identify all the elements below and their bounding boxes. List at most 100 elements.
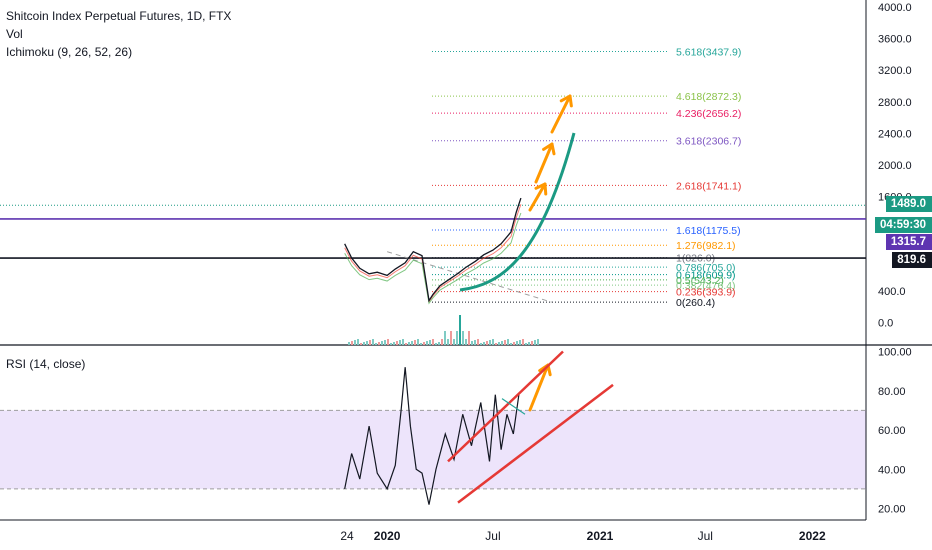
rsi-band bbox=[0, 410, 866, 489]
projection-arrow-shaft bbox=[550, 94, 572, 134]
volume-bar bbox=[360, 343, 362, 345]
fib-level-label: 5.618(3437.9) bbox=[676, 46, 741, 58]
time-tick-label: Jul bbox=[485, 529, 500, 543]
volume-bar bbox=[528, 342, 530, 345]
rsi-tick-label: 80.00 bbox=[878, 386, 906, 398]
volume-bar bbox=[471, 341, 473, 345]
volume-bar bbox=[531, 341, 533, 345]
volume-bar bbox=[402, 339, 404, 345]
volume-bar bbox=[519, 340, 521, 345]
rsi-legend[interactable]: RSI (14, close) bbox=[6, 357, 86, 371]
volume-bar bbox=[486, 341, 488, 345]
fib-level-label: 1.276(982.1) bbox=[676, 240, 736, 252]
projection-arrow-shaft bbox=[534, 142, 554, 184]
parabolic-trend-curve bbox=[459, 132, 576, 292]
volume-bar bbox=[378, 342, 380, 345]
projection-arrow-head bbox=[542, 142, 556, 156]
volume-bar bbox=[396, 341, 398, 345]
purple-line-tag: 1315.7 bbox=[885, 234, 932, 250]
volume-bar bbox=[468, 331, 470, 345]
volume-bar bbox=[516, 341, 518, 345]
price-tick-label: 0.0 bbox=[878, 318, 893, 330]
volume-bar bbox=[444, 331, 446, 345]
ichimoku-span-line bbox=[344, 212, 522, 305]
volume-bar bbox=[522, 339, 524, 345]
volume-bar bbox=[390, 343, 392, 345]
price-tick-label: 400.0 bbox=[878, 286, 906, 298]
fib-level-label: 1.618(1175.5) bbox=[676, 225, 741, 237]
fib-level-label: 0.5(543.2) bbox=[676, 275, 724, 287]
fib-level-label: 0.786(705.0) bbox=[676, 262, 736, 274]
volume-bar bbox=[462, 331, 464, 345]
projection-arrow-shaft bbox=[528, 182, 547, 212]
rsi-tick-label: 60.00 bbox=[878, 425, 906, 437]
volume-bar bbox=[372, 339, 374, 345]
countdown-tag: 04:59:30 bbox=[874, 217, 932, 233]
volume-bar bbox=[477, 339, 479, 345]
volume-bar bbox=[450, 331, 452, 345]
volume-bar bbox=[483, 342, 485, 345]
volume-bar bbox=[411, 341, 413, 345]
volume-bar bbox=[495, 343, 497, 345]
volume-bar bbox=[423, 342, 425, 345]
volume-bar bbox=[381, 341, 383, 345]
volume-bar bbox=[429, 340, 431, 345]
volume-bar bbox=[507, 339, 509, 345]
volume-bar bbox=[537, 339, 539, 345]
price-tick-label: 3200.0 bbox=[878, 65, 912, 77]
fib-level-label: 4.236(2656.2) bbox=[676, 108, 741, 120]
fib-level-label: 2.618(1741.1) bbox=[676, 180, 741, 192]
rsi-channel-upper-line bbox=[447, 350, 564, 463]
volume-bar bbox=[435, 343, 437, 345]
projection-arrow-head bbox=[559, 94, 573, 108]
rsi-teal-segment bbox=[501, 398, 526, 415]
volume-bar bbox=[489, 340, 491, 345]
volume-bar bbox=[384, 340, 386, 345]
time-tick-label: 2021 bbox=[587, 529, 614, 543]
price-line bbox=[344, 197, 522, 303]
rsi-tick-label: 20.00 bbox=[878, 504, 906, 516]
volume-bar bbox=[504, 340, 506, 345]
volume-legend[interactable]: Vol bbox=[6, 27, 23, 41]
projection-arrow-shaft bbox=[528, 363, 550, 412]
volume-bar bbox=[510, 343, 512, 345]
rsi-tick-label: 100.00 bbox=[878, 347, 912, 359]
volume-bar bbox=[408, 342, 410, 345]
volume-bar bbox=[456, 331, 458, 345]
volume-bar bbox=[375, 343, 377, 345]
fib-level-label: 0(260.4) bbox=[676, 297, 715, 309]
price-tick-label: 4000.0 bbox=[878, 2, 912, 14]
volume-bar bbox=[480, 343, 482, 345]
volume-bar bbox=[438, 342, 440, 345]
fib-level-label: 0.618(609.9) bbox=[676, 270, 736, 282]
volume-bar bbox=[363, 342, 365, 345]
volume-bar bbox=[426, 341, 428, 345]
black-line-tag: 819.6 bbox=[892, 252, 932, 268]
time-tick-label: 2022 bbox=[799, 529, 826, 543]
rsi-channel-lower-line bbox=[457, 383, 614, 504]
price-tick-label: 2400.0 bbox=[878, 128, 912, 140]
price-tick-label: 2800.0 bbox=[878, 97, 912, 109]
volume-bar bbox=[474, 340, 476, 345]
chart-title: Shitcoin Index Perpetual Futures, 1D, FT… bbox=[6, 9, 232, 23]
volume-bar bbox=[354, 340, 356, 345]
volume-bar bbox=[441, 339, 443, 345]
volume-bar bbox=[432, 339, 434, 345]
volume-bar bbox=[387, 339, 389, 345]
volume-bar bbox=[447, 339, 449, 345]
time-tick-label: 24 bbox=[340, 529, 354, 543]
last-price-tag: 1489.0 bbox=[885, 196, 932, 212]
ichimoku-legend[interactable]: Ichimoku (9, 26, 52, 26) bbox=[6, 45, 133, 59]
ichimoku-base-line bbox=[344, 204, 522, 304]
volume-bar bbox=[465, 339, 467, 345]
volume-bar bbox=[492, 339, 494, 345]
volume-bar bbox=[357, 339, 359, 345]
volume-bar bbox=[501, 341, 503, 345]
volume-bar bbox=[405, 343, 407, 345]
volume-bar bbox=[513, 342, 515, 345]
volume-bar bbox=[369, 340, 371, 345]
volume-bar bbox=[399, 340, 401, 345]
volume-spike-bar bbox=[459, 315, 461, 345]
volume-bar bbox=[420, 343, 422, 345]
